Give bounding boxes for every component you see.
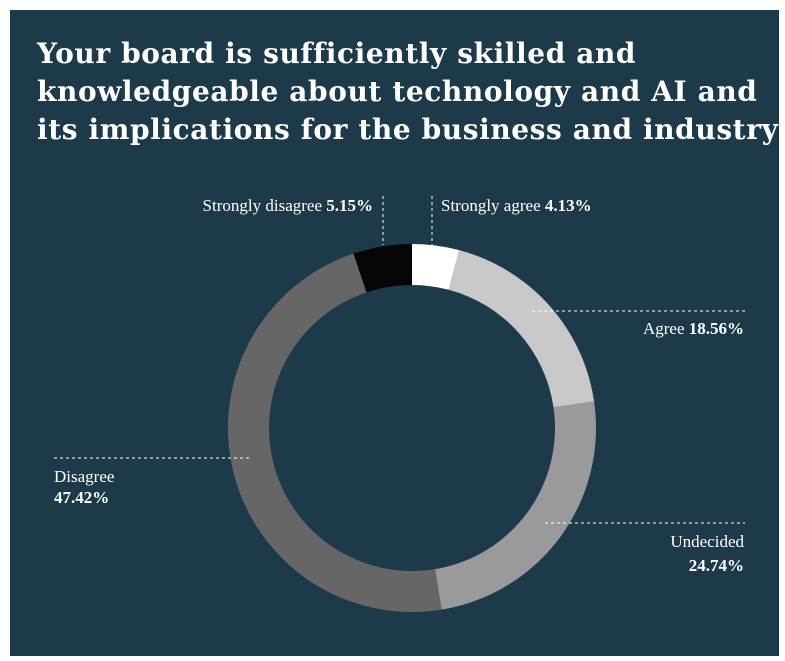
donut-slices xyxy=(227,244,596,613)
slice-disagree xyxy=(227,253,442,613)
title-line-2: knowledgeable about technology and AI an… xyxy=(37,75,758,108)
title-line-1: Your board is sufficiently skilled and xyxy=(37,37,637,70)
label-disagree-name: Disagree xyxy=(54,467,114,486)
label-strongly-disagree: Strongly disagree 5.15% xyxy=(203,196,373,215)
label-agree-name: Agree xyxy=(643,319,685,338)
label-agree: Agree 18.56% xyxy=(643,319,744,338)
label-disagree-value: 47.42% xyxy=(54,488,109,507)
label-agree-value: 18.56% xyxy=(689,319,744,338)
label-strongly-disagree-value: 5.15% xyxy=(326,196,373,215)
slice-undecided xyxy=(434,401,596,610)
label-undecided-value: 24.74% xyxy=(689,556,744,575)
label-undecided-name: Undecided xyxy=(670,532,744,551)
chart-title: Your board is sufficiently skilled and k… xyxy=(37,35,779,149)
chart-panel xyxy=(10,10,779,656)
title-line-3: its implications for the business and in… xyxy=(37,113,779,146)
label-strongly-agree: Strongly agree 4.13% xyxy=(441,196,592,215)
slice-strongly-disagree xyxy=(353,244,412,293)
label-strongly-agree-name: Strongly agree xyxy=(441,196,541,215)
slice-agree xyxy=(448,250,595,408)
slice-strongly-agree xyxy=(412,244,460,290)
label-strongly-disagree-name: Strongly disagree xyxy=(203,196,322,215)
label-strongly-agree-value: 4.13% xyxy=(545,196,592,215)
